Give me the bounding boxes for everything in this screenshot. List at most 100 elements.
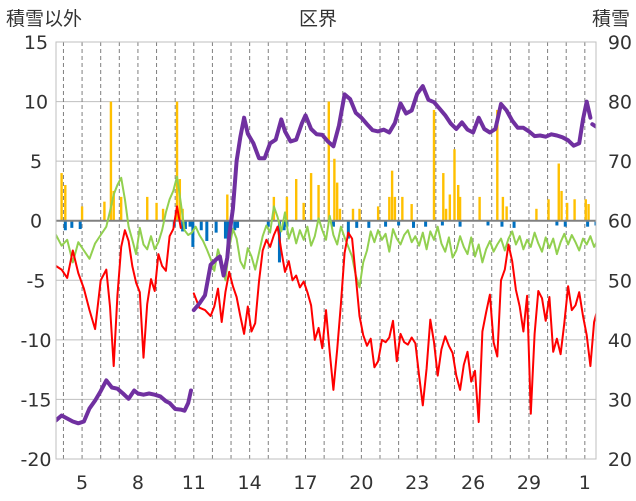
precip-bar <box>486 220 490 226</box>
snowfall-bar <box>573 199 576 221</box>
x-tick-label: 26 <box>461 472 485 494</box>
x-tick-label: 1 <box>579 472 591 494</box>
precip-bar <box>266 220 270 227</box>
snowfall-bar <box>80 206 84 221</box>
chart-title: 区界 <box>299 8 337 30</box>
snowfall-bar <box>584 199 587 221</box>
precip-bar <box>236 220 240 228</box>
x-tick-label: 5 <box>76 472 88 494</box>
y-right-tick-label: 40 <box>608 330 632 352</box>
y-left-tick-label: -20 <box>20 449 51 471</box>
snowfall-bar <box>335 182 339 221</box>
plot-frame <box>55 41 597 460</box>
x-tick-label: 8 <box>132 472 144 494</box>
snowfall-bar <box>333 158 336 221</box>
snowfall-bar <box>351 208 355 221</box>
precip-bar <box>512 220 516 228</box>
snowfall-bar <box>64 184 67 221</box>
y-right-tick-label: 20 <box>608 449 632 471</box>
precip-bar <box>233 220 237 231</box>
snowfall-bar <box>112 190 115 221</box>
snowfall-bar <box>453 149 456 221</box>
snowfall-bar <box>338 208 342 221</box>
plot-border <box>55 41 597 460</box>
precip-bar <box>440 220 444 226</box>
snowfall-bar <box>327 101 330 221</box>
precip-bar <box>282 220 286 231</box>
precip-bar <box>458 220 462 227</box>
snowfall-bar <box>109 101 113 221</box>
snowfall-bar <box>376 206 380 221</box>
snowfall-bar <box>103 201 106 221</box>
precip-bar <box>594 220 596 226</box>
snowfall-bar <box>60 173 63 221</box>
y-left-tick-label: -5 <box>27 270 46 292</box>
precip-bar <box>424 220 428 227</box>
snowfall-bar <box>448 194 452 221</box>
snowfall-bar <box>175 101 179 221</box>
snowfall-bar <box>161 208 165 221</box>
snowfall-bar <box>285 196 289 221</box>
precip-bar <box>183 220 187 230</box>
snowfall-bar <box>317 184 320 221</box>
y-right-tick-label: 30 <box>608 389 632 411</box>
precip-bar <box>397 220 401 226</box>
snowfall-bar <box>226 194 229 221</box>
snowfall-bar <box>390 170 394 221</box>
snowfall-bar <box>358 208 361 221</box>
line-layer <box>56 84 596 426</box>
y-left-tick-label: 5 <box>30 151 42 173</box>
precip-bar <box>412 220 416 228</box>
snowfall-bar <box>432 109 436 221</box>
y-right-tick-label: 90 <box>608 32 632 54</box>
snowfall-bar <box>410 204 413 221</box>
x-tick-label: 11 <box>182 472 206 494</box>
precip-bar <box>70 220 74 228</box>
snowfall-bar <box>457 184 460 221</box>
snowfall-bar <box>560 190 563 221</box>
y-left-tick-label: -10 <box>20 330 51 352</box>
snow_depth-line <box>590 122 596 129</box>
precip-bar <box>78 220 82 230</box>
y-left-tick-label: 10 <box>24 92 48 114</box>
snowfall-bar <box>496 109 499 221</box>
precip-bar <box>205 220 209 241</box>
y-right-tick-label: 80 <box>608 92 632 114</box>
precip-bar <box>199 220 203 231</box>
y-left-axis-label: 積雪以外 <box>6 8 82 30</box>
precip-bar <box>63 220 67 231</box>
precip-bar <box>331 220 335 227</box>
snowfall-bar <box>393 196 397 221</box>
snowfall-bar <box>295 179 298 221</box>
snowfall-bar <box>155 202 158 221</box>
temp_max-line <box>56 175 596 289</box>
y-right-tick-label: 50 <box>608 270 632 292</box>
snowfall-bar <box>146 196 149 221</box>
precip-bar <box>367 220 371 228</box>
y-left-tick-label: 15 <box>24 32 48 54</box>
snowfall-bar <box>501 196 505 221</box>
snowfall-bar <box>442 173 445 221</box>
precip-bar <box>500 220 504 227</box>
snowfall-bar <box>401 196 404 221</box>
precip-bar <box>563 220 567 227</box>
x-tick-label: 17 <box>293 472 317 494</box>
y-left-tick-label: 0 <box>30 211 42 233</box>
x-tick-label: 14 <box>238 472 262 494</box>
snowfall-bar <box>535 208 538 221</box>
precip-bar <box>384 220 388 227</box>
snowfall-bar <box>302 202 305 221</box>
snowfall-bar <box>478 196 481 221</box>
y-right-axis-label: 積雪 <box>592 8 630 30</box>
snow_depth-line <box>56 378 193 426</box>
precip-bar <box>191 220 195 247</box>
x-tick-label: 20 <box>349 472 373 494</box>
y-right-tick-label: 60 <box>608 211 632 233</box>
snowfall-bar <box>309 173 313 221</box>
snowfall-bar <box>119 196 123 221</box>
y-right-tick-label: 70 <box>608 151 632 173</box>
snowfall-bar <box>505 206 508 221</box>
